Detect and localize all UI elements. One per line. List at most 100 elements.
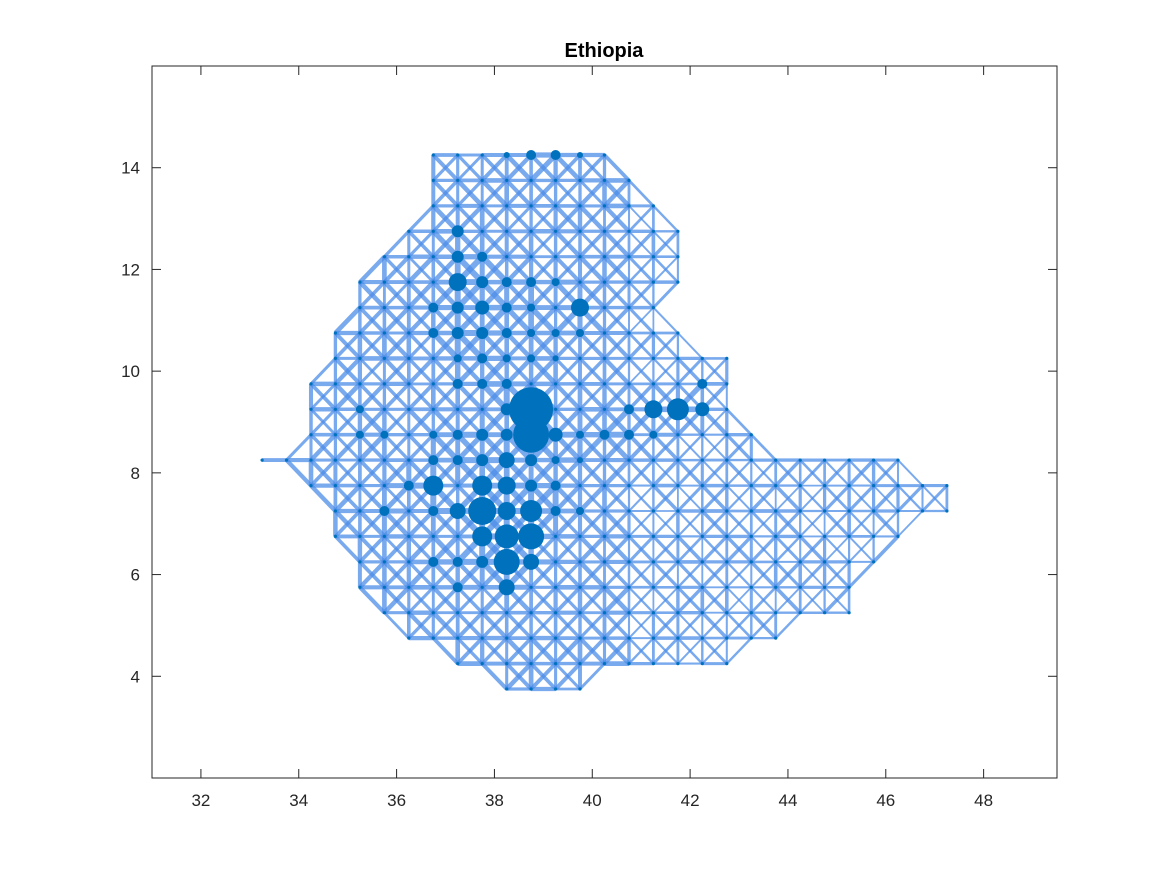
grid-node-165 [798,509,802,513]
grid-node-243 [725,611,729,615]
network-edge-539 [358,407,386,437]
grid-node-42 [627,255,631,259]
grid-node-15 [480,204,484,208]
grid-node-114 [284,458,289,462]
grid-node-59 [627,306,631,310]
grid-node-197 [578,560,582,564]
grid-node-66 [627,331,631,335]
grid-node-245 [774,611,778,615]
network-edge-781 [847,458,875,487]
population-node-81 [502,354,511,363]
population-node-79 [551,456,560,465]
grid-node-33 [676,229,680,233]
grid-node-272 [627,662,631,666]
network-edge-733 [554,458,582,488]
grid-node-229 [382,611,386,615]
network-edge-1139 [774,560,802,589]
network-edge-65 [529,178,558,208]
network-edge-1290 [480,662,509,691]
grid-node-58 [602,306,607,310]
grid-node-256 [578,636,582,640]
network-edge-757 [701,459,728,487]
grid-node-189 [823,534,827,539]
population-node-27 [548,427,563,442]
grid-node-148 [823,484,827,488]
grid-node-138 [578,484,582,488]
population-node-62 [429,430,438,439]
population-node-45 [493,548,520,575]
grid-node-147 [798,484,802,488]
network-edge-61 [505,179,533,208]
grid-node-41 [602,255,607,259]
network-edge-69 [554,179,582,208]
network-edge-108 [554,204,582,233]
grid-node-269 [554,662,558,666]
network-edge-41 [578,153,606,182]
grid-node-82 [333,382,337,386]
network-edge-29 [505,153,533,182]
grid-node-74 [578,356,582,360]
grid-node-26 [505,229,509,233]
network-edge-1246 [529,611,557,640]
grid-node-17 [529,204,533,208]
grid-node-22 [651,204,656,208]
grid-node-259 [651,636,656,640]
grid-node-39 [554,255,558,259]
network-edge-112 [578,204,606,233]
grid-node-152 [920,484,925,488]
grid-node-169 [896,509,900,513]
network-edge-198 [505,255,533,284]
population-node-25 [509,387,554,432]
network-edge-953 [701,510,728,538]
population-node-58 [697,378,708,389]
population-node-30 [476,428,489,441]
network-edge-834 [578,483,607,513]
grid-node-162 [725,509,729,513]
network-edge-1234 [456,611,484,640]
population-node-19 [571,298,589,317]
grid-node-62 [358,331,362,335]
grid-node-77 [651,356,656,360]
network-edge-889 [921,484,948,513]
network-edge-234 [407,280,435,310]
grid-node-7 [505,178,509,182]
population-node-54 [695,402,710,417]
grid-node-96 [333,407,337,411]
network-edge-210 [578,255,606,284]
population-node-11 [428,302,439,313]
grid-node-225 [774,585,778,589]
network-edge-1331 [554,662,582,691]
grid-node-202 [700,560,704,564]
grid-node-212 [407,585,411,589]
grid-node-101 [480,407,484,411]
grid-node-2 [480,153,484,157]
network-edge-276 [333,305,362,335]
network-edge-802 [382,483,411,513]
network-edge-1046 [725,535,753,564]
network-edge-1314 [652,637,679,665]
network-edge-178 [382,255,411,284]
network-edge-404 [383,357,411,386]
network-edge-1301 [553,636,582,666]
network-edge-607 [309,433,337,462]
population-node-22 [551,278,560,287]
network-edge-218 [628,255,655,283]
network-edge-320 [603,306,631,335]
grid-node-45 [358,280,362,284]
network-edge-336 [358,331,386,360]
grid-node-135 [358,484,362,488]
grid-node-21 [627,204,631,208]
population-node-47 [476,555,489,568]
network-edge-1283 [774,611,802,639]
grid-node-211 [382,585,386,589]
grid-node-218 [602,585,607,589]
grid-node-271 [602,662,607,666]
grid-node-19 [578,204,582,208]
network-edge-651 [578,432,607,462]
grid-node-12 [627,178,631,182]
network-edge-785 [872,459,900,487]
network-edge-969 [799,510,826,538]
network-edge-1238 [480,611,508,640]
grid-node-208 [847,560,851,564]
grid-node-204 [749,560,753,564]
